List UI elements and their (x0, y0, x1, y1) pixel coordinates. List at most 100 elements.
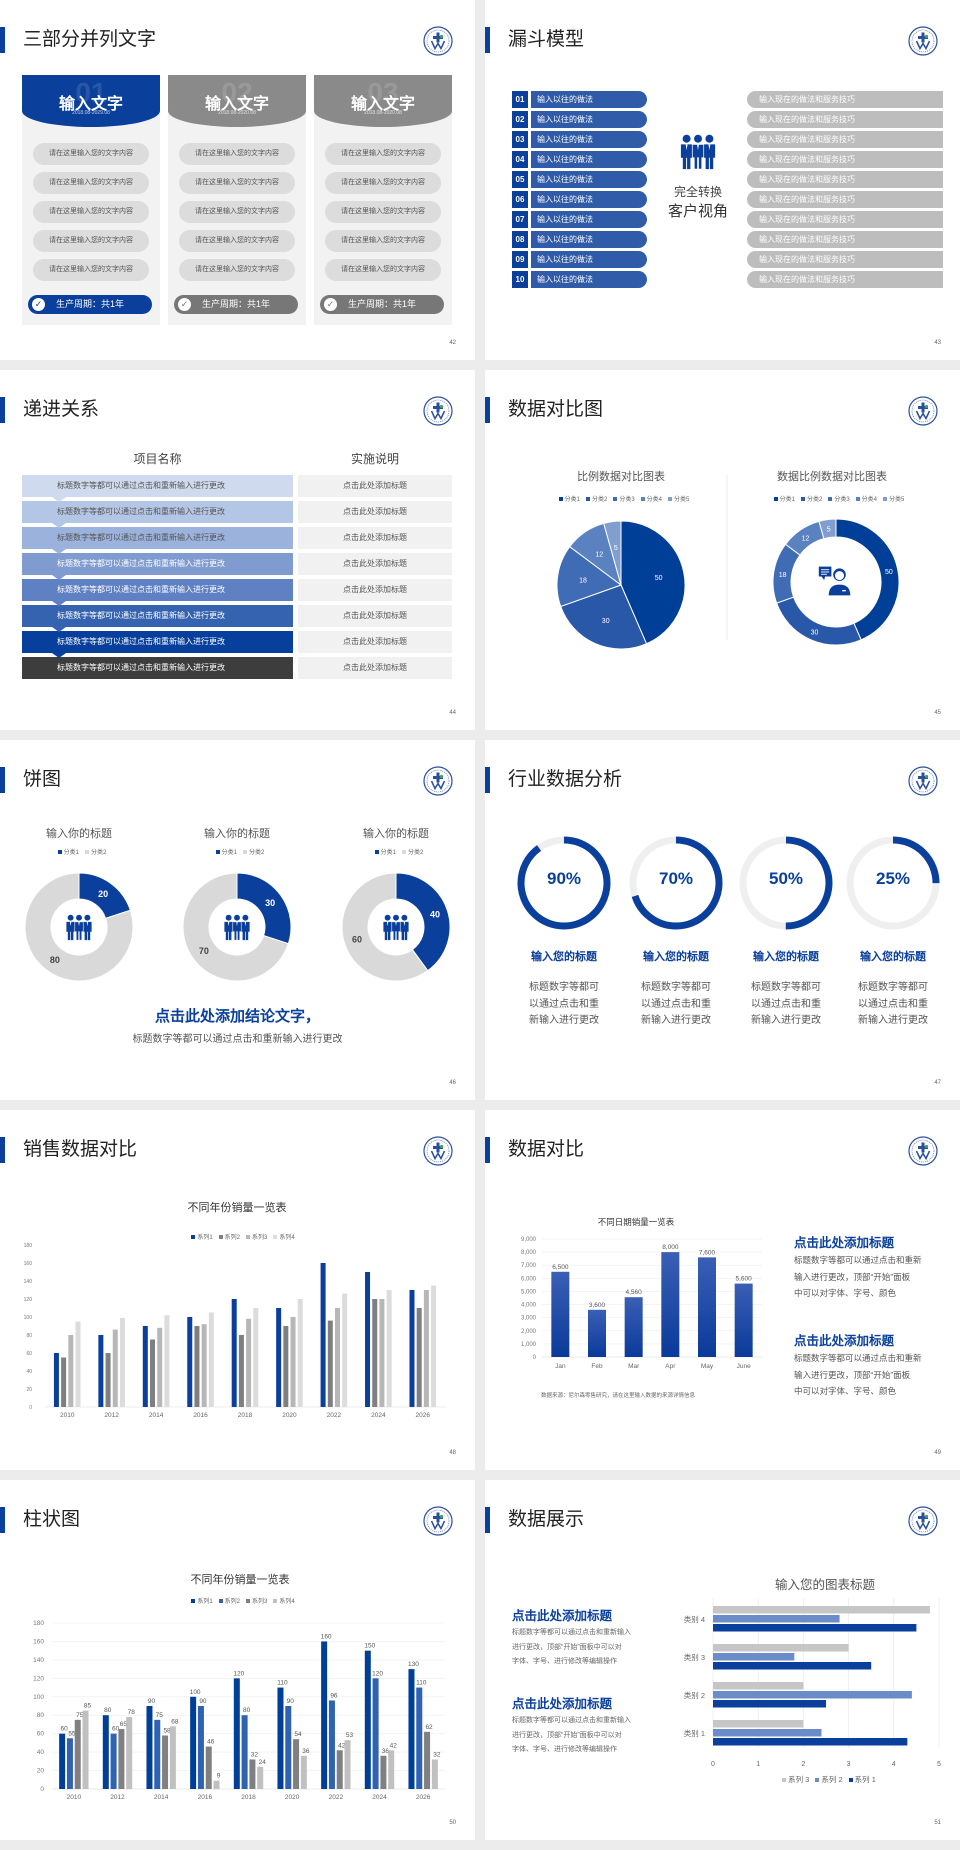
bar (320, 1263, 326, 1407)
bar (276, 1308, 282, 1407)
slide-42[interactable]: 三部分并列文字 42 01 输入文字 2018.08-2029.08 请在这里输入您的文字… (0, 0, 475, 360)
step-description[interactable]: 点击此处添加标题 (298, 527, 452, 549)
bar (187, 1317, 193, 1407)
y-tick-label: 40 (26, 1369, 32, 1375)
block-title[interactable]: 点击此处添加标题 (512, 1697, 613, 1711)
step-description[interactable]: 点击此处添加标题 (298, 579, 452, 601)
y-tick-label: 类别 3 (684, 1652, 705, 1662)
legend-swatch (273, 1234, 278, 1239)
card-footer[interactable]: ✓ 生产周期：共1年 (28, 295, 152, 314)
chart-legend: 分类1 分类2 分类3 分类4 分类5 (736, 494, 936, 503)
school-logo-icon (908, 26, 938, 56)
legend-label: 分类1 (221, 850, 237, 856)
progression-step[interactable]: 标题数字等都可以通过点击和重新输入进行更改 (22, 475, 293, 497)
conclusion-heading[interactable]: 点击此处添加结论文字， (154, 1008, 320, 1025)
slide-45[interactable]: 数据对比图 45 50 30 18 12 5 50 30 18 12 5 比例数据对比图表 分类1 分类2 分… (485, 370, 960, 730)
progression-step[interactable]: 标题数字等都可以通过点击和重新输入进行更改 (22, 605, 293, 627)
x-tick-label: Feb (591, 1363, 603, 1370)
bar (201, 1324, 207, 1407)
card-footer[interactable]: ✓ 生产周期：共1年 (174, 295, 298, 314)
card-footer[interactable]: ✓ 生产周期：共1年 (320, 295, 444, 314)
horizontal-bar-chart: 0 1 2 3 4 5 类别 1 类别 2 类别 3 类别 4 (684, 1598, 941, 1768)
data-label: 32 (433, 1751, 441, 1758)
legend-label: 系列4 (279, 1235, 295, 1241)
step-description[interactable]: 点击此处添加标题 (298, 501, 452, 523)
legend-item: 系列3 (240, 1598, 267, 1605)
legend-label: 系列 1 (854, 1775, 876, 1784)
bar (66, 1738, 73, 1789)
legend-label: 分类4 (861, 497, 878, 503)
card-date: 2018.08-2020.08 (218, 110, 256, 116)
y-tick-label: 140 (33, 1657, 44, 1664)
y-tick-label: 160 (24, 1261, 33, 1267)
progress-rings (517, 836, 940, 930)
page-number: 44 (449, 710, 456, 716)
bar (551, 1271, 570, 1357)
legend-item: 分类2 (79, 849, 107, 856)
data-label: 68 (171, 1718, 179, 1725)
pie-slice (620, 520, 686, 645)
data-label: 40 (430, 909, 440, 919)
slide-48[interactable]: 销售数据对比 48 0 20 40 60 80 100 120 140 160 180 2010 2012… (0, 1110, 475, 1470)
step-description[interactable]: 点击此处添加标题 (298, 553, 452, 575)
legend-item: 分类1 (768, 496, 795, 503)
bar (257, 1766, 264, 1789)
x-tick-label: June (737, 1363, 751, 1370)
block-title[interactable]: 点击此处添加标题 (512, 1609, 613, 1623)
item-description-line: 新输入进行更改 (529, 1015, 599, 1026)
x-tick-label: 2010 (60, 1412, 75, 1419)
bar (119, 1317, 125, 1407)
bar (283, 1326, 289, 1407)
x-tick-label: 2 (801, 1761, 805, 1768)
progression-step[interactable]: 标题数字等都可以通过点击和重新输入进行更改 (22, 553, 293, 575)
row-number: 03 (512, 131, 528, 148)
bar-chart: 0 1,000 2,000 3,000 4,000 5,000 6,000 7,000 8,00… (521, 1237, 762, 1370)
progress-percent: 70% (658, 869, 694, 888)
progression-step[interactable]: 标题数字等都可以通过点击和重新输入进行更改 (22, 657, 293, 679)
check-circle-icon: ✓ (32, 298, 45, 311)
step-description[interactable]: 点击此处添加标题 (298, 475, 452, 497)
progression-step[interactable]: 标题数字等都可以通过点击和重新输入进行更改 (22, 579, 293, 601)
legend-label: 系列1 (197, 1235, 213, 1241)
block-text-line: 进行更改，顶部“开始”面板中可以对 (512, 1643, 622, 1651)
bar (253, 1308, 259, 1407)
bar (372, 1678, 379, 1789)
legend-item: 分类2 (795, 496, 822, 503)
legend-swatch (218, 1234, 223, 1239)
bar (118, 1729, 125, 1789)
card-heading: 输入文字 (350, 96, 415, 113)
progression-step[interactable]: 标题数字等都可以通过点击和重新输入进行更改 (22, 501, 293, 523)
bar (713, 1691, 912, 1699)
progression-step[interactable]: 标题数字等都可以通过点击和重新输入进行更改 (22, 631, 293, 653)
step-description[interactable]: 点击此处添加标题 (298, 631, 452, 653)
block-title[interactable]: 点击此处添加标题 (794, 1334, 895, 1348)
x-tick-label: 0 (711, 1761, 715, 1768)
block-text-line: 输入进行更改，顶部“开始”面板 (794, 1271, 911, 1282)
slide-50[interactable]: 柱状图 50 0 20 40 60 80 100 120 140 160 180 60 55 75 85 201… (0, 1480, 475, 1840)
x-tick-label: 2014 (149, 1412, 164, 1419)
slide-46[interactable]: 饼图 46 20 80 30 70 40 60 输入你的标题 分类1 分类2 输入你的标题 分类1 分类2… (0, 740, 475, 1100)
slide-47[interactable]: 行业数据分析 47 90% 输入您的标题 标题数字等都可 以通过点击和重 新输入进行更改 70… (485, 740, 960, 1100)
bar (82, 1710, 89, 1789)
legend-item: 分类4 (635, 496, 662, 503)
bar (334, 1308, 340, 1407)
legend-item: 分类2 (396, 849, 423, 856)
card-number: 03 (367, 77, 399, 108)
bar (146, 1706, 153, 1789)
item-description-line: 标题数字等都可 (529, 982, 599, 993)
slide-44[interactable]: 递进关系 44 项目名称 实施说明 标题数字等都可以通过点击和重新输入进行更改 点击此处添… (0, 370, 475, 730)
step-description[interactable]: 点击此处添加标题 (298, 605, 452, 627)
slide-49[interactable]: 数据对比 49 0 1,000 2,000 3,000 4,000 5,000 6,000 7,0… (485, 1110, 960, 1470)
slide-43[interactable]: 漏斗模型 43 01 输入以往的做法 输入现在的做法和服务技巧 02 输入以往的做法 输入现在… (485, 0, 960, 360)
block-title[interactable]: 点击此处添加标题 (794, 1236, 895, 1250)
step-description[interactable]: 点击此处添加标题 (298, 657, 452, 679)
customer-service-icon (817, 563, 853, 599)
slide-51[interactable]: 数据展示 51 0 1 2 3 4 5 类别 1 类别 2 类别 3 类别 4 输入您的图表标题 系列 3… (485, 1480, 960, 1840)
progression-step[interactable]: 标题数字等都可以通过点击和重新输入进行更改 (22, 527, 293, 549)
bar (154, 1719, 161, 1789)
data-label: 8,000 (662, 1244, 679, 1251)
data-label: 54 (294, 1731, 302, 1738)
y-tick-label: 100 (24, 1315, 33, 1321)
legend-item: 分类3 (822, 496, 850, 503)
legend-label: 分类2 (91, 850, 107, 856)
